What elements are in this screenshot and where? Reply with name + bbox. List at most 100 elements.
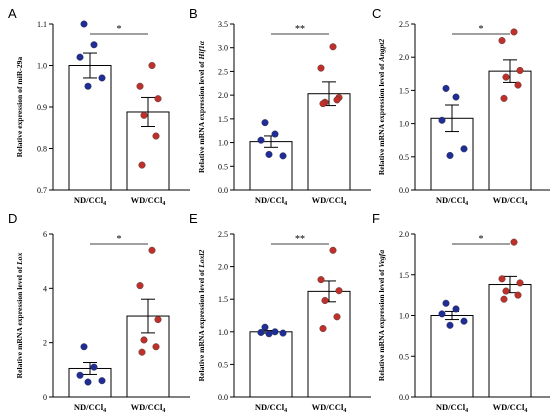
y-tick-label: 1.0: [218, 139, 228, 148]
data-point: [333, 313, 341, 321]
y-tick-label: 1.5: [218, 295, 228, 304]
data-point: [261, 323, 269, 331]
data-point: [452, 305, 460, 313]
data-point: [148, 62, 156, 70]
y-tick-label: 2.5: [399, 20, 409, 29]
data-point: [265, 330, 273, 338]
data-point: [442, 84, 450, 92]
data-point: [279, 329, 287, 337]
data-point: [257, 328, 265, 336]
y-tick-label: 3.0: [218, 44, 228, 53]
bar: [249, 141, 293, 191]
data-point: [498, 37, 506, 45]
data-point: [329, 43, 337, 51]
data-point: [148, 246, 156, 254]
x-category-label: WD/CCl4: [312, 195, 347, 207]
y-tick-label: 1.5: [399, 271, 409, 280]
data-point: [140, 111, 148, 119]
x-category-label: ND/CCl4: [255, 195, 287, 207]
significance-label: *: [117, 24, 122, 35]
panel-letter: E: [189, 211, 198, 226]
y-tick-label: 6: [43, 230, 47, 239]
y-axis-label: Relative expression of miR-29a: [15, 57, 24, 158]
data-point: [271, 130, 279, 138]
data-point: [257, 136, 265, 144]
bar: [307, 290, 351, 398]
y-tick-label: 1.1: [37, 20, 47, 29]
y-tick-label: 1.0: [399, 120, 409, 129]
y-axis-label: Relative mRNA expression level of Loxl2: [197, 249, 206, 381]
data-point: [76, 371, 84, 379]
significance-label: *: [479, 24, 484, 35]
x-category-label: WD/CCl4: [493, 195, 528, 207]
data-point: [152, 343, 160, 351]
panel-f: F 0.0 0.5 1.0 1.5 2.0 Relative mRNA expression…: [372, 211, 550, 412]
data-point: [460, 145, 468, 153]
data-point: [502, 287, 510, 295]
data-point: [98, 377, 106, 385]
y-tick-label: 1.5: [218, 115, 228, 124]
bar: [249, 331, 293, 398]
y-tick-label: 0.5: [399, 153, 409, 162]
y-axis-label: Relative mRNA expression level of Hif1α: [197, 40, 206, 173]
x-category-label: ND/CCl4: [436, 195, 468, 207]
data-point: [76, 53, 84, 61]
x-category-label: ND/CCl4: [74, 195, 106, 207]
data-point: [510, 238, 518, 246]
y-tick-label: 2.5: [218, 230, 228, 239]
data-point: [438, 310, 446, 318]
data-point: [446, 321, 454, 329]
significance-label: **: [295, 234, 305, 245]
y-tick-label: 0.0: [218, 186, 228, 195]
data-point: [152, 132, 160, 140]
data-point: [154, 316, 162, 324]
data-point: [500, 94, 508, 102]
data-point: [514, 81, 522, 89]
data-point: [265, 150, 273, 158]
panel-letter: C: [372, 6, 381, 21]
data-point: [333, 96, 341, 104]
data-point: [502, 73, 510, 81]
x-category-label: WD/CCl4: [312, 402, 347, 412]
y-tick-label: 0.5: [399, 352, 409, 361]
data-point: [90, 363, 98, 371]
y-tick-label: 0.5: [218, 360, 228, 369]
data-point: [516, 279, 524, 287]
y-tick-label: 1.5: [399, 86, 409, 95]
y-tick-label: 0.0: [218, 393, 228, 402]
data-point: [438, 116, 446, 124]
y-tick-label: 0.0: [399, 393, 409, 402]
data-point: [80, 20, 88, 28]
y-tick-label: 3.5: [218, 20, 228, 29]
y-tick-label: 1.0: [399, 312, 409, 321]
y-tick-label: 2.5: [218, 67, 228, 76]
y-tick-label: 2.0: [218, 263, 228, 272]
data-point: [98, 74, 106, 82]
data-point: [84, 82, 92, 90]
data-point: [261, 119, 269, 127]
data-point: [500, 295, 508, 303]
significance-label: *: [479, 234, 484, 245]
panel-letter: A: [8, 6, 17, 21]
data-point: [510, 28, 518, 36]
data-point: [442, 299, 450, 307]
data-point: [279, 152, 287, 160]
y-tick-label: 2.0: [218, 91, 228, 100]
data-point: [329, 246, 337, 254]
data-point: [452, 93, 460, 101]
y-tick-label: 0.5: [218, 162, 228, 171]
y-axis-label: Relative mRNA expression level of Vegfa: [377, 250, 386, 381]
x-category-label: WD/CCl4: [131, 195, 166, 207]
data-point: [136, 82, 144, 90]
data-point: [317, 64, 325, 72]
y-tick-label: 1.0: [218, 328, 228, 337]
bar: [430, 315, 474, 398]
y-tick-label: 2.0: [399, 53, 409, 62]
y-tick-label: 1.0: [37, 62, 47, 71]
y-tick-label: 0.8: [37, 145, 47, 154]
significance-label: *: [117, 234, 122, 245]
panel-b: B 0.0 0.5 1.0 1.5 2.0 2.5 3.0 3.5 Relative mRNA e…: [189, 6, 371, 207]
data-point: [84, 378, 92, 386]
panel-letter: D: [8, 211, 17, 226]
